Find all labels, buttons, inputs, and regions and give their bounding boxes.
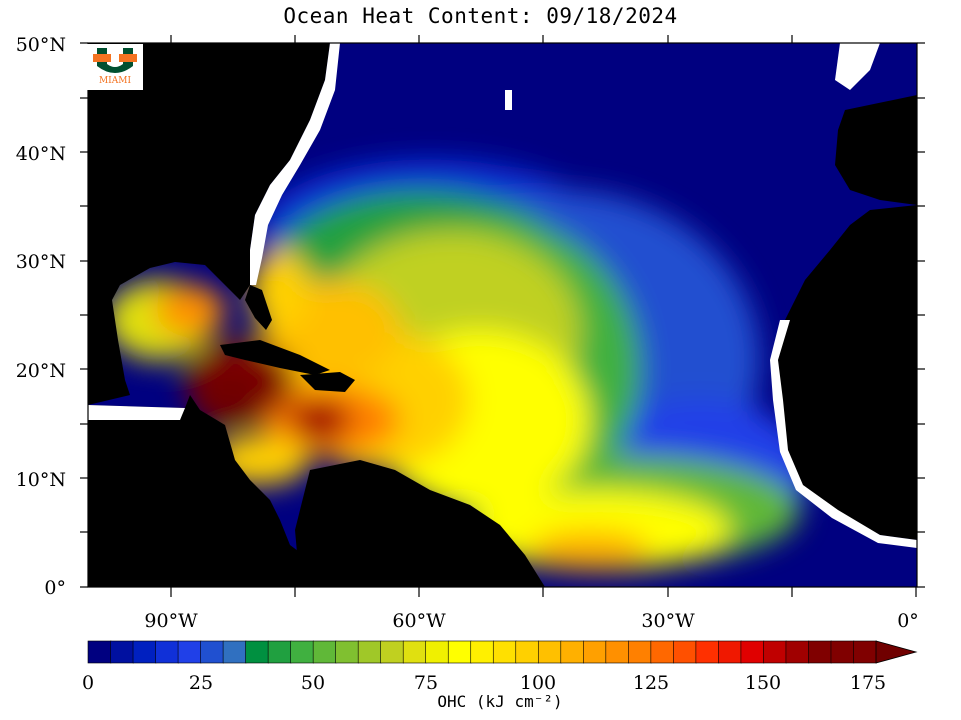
- axis-ticks: [80, 35, 925, 597]
- colorbar-segment: [718, 640, 742, 664]
- colorbar-segment: [853, 640, 877, 664]
- ohc-field: [105, 160, 810, 570]
- x-tick-label: 0°: [897, 610, 919, 632]
- x-tick-label: 90°W: [144, 610, 198, 632]
- colorbar-segment: [110, 640, 134, 664]
- colorbar-segment: [402, 640, 427, 664]
- colorbar-segment: [357, 640, 382, 664]
- colorbar-tick-label: 25: [189, 672, 213, 694]
- colorbar-segment: [155, 640, 179, 664]
- y-tick-label: 40°N: [16, 143, 66, 165]
- colorbar-segment: [222, 640, 247, 664]
- logo-text: MIAMI: [98, 76, 132, 86]
- colorbar-segment: [312, 640, 337, 664]
- colorbar-segment: [830, 640, 855, 664]
- colorbar-extend-arrow: [875, 640, 918, 664]
- coastal-mask: [88, 43, 917, 548]
- land: [88, 43, 917, 587]
- colorbar-segment: [605, 640, 630, 664]
- colorbar-segment: [87, 640, 112, 664]
- colorbar-segment: [290, 640, 314, 664]
- miami-u-logo-icon: [93, 48, 137, 73]
- colorbar-tick-label: 75: [414, 672, 438, 694]
- colorbar-segment: [650, 640, 675, 664]
- colorbar-segment: [447, 640, 472, 664]
- colorbar-tick-label: 150: [745, 672, 781, 694]
- colorbar-segment: [763, 640, 787, 664]
- y-tick-label: 0°: [44, 577, 66, 599]
- x-axis-labels: 90°W 60°W 30°W 0°: [144, 610, 918, 632]
- colorbar-tick-label: 0: [82, 672, 94, 694]
- y-tick-label: 10°N: [16, 469, 66, 491]
- colorbar-segment: [808, 640, 832, 664]
- y-axis-labels: 0° 10°N 20°N 30°N 40°N 50°N: [16, 34, 66, 599]
- y-tick-label: 20°N: [16, 360, 66, 382]
- colorbar-segment: [695, 640, 720, 664]
- y-tick-label: 50°N: [16, 34, 66, 56]
- colorbar-segment: [740, 640, 765, 664]
- colorbar-segment: [785, 640, 810, 664]
- colorbar: [87, 640, 918, 664]
- colorbar-segment: [425, 640, 450, 664]
- colorbar-segment: [560, 640, 585, 664]
- colorbar-segment: [267, 640, 292, 664]
- miami-logo: MIAMI: [87, 44, 143, 90]
- colorbar-segment: [515, 640, 540, 664]
- colorbar-segment: [245, 640, 269, 664]
- y-tick-label: 30°N: [16, 251, 66, 273]
- x-tick-label: 30°W: [641, 610, 695, 632]
- colorbar-segment: [673, 640, 697, 664]
- colorbar-segment: [470, 640, 495, 664]
- colorbar-tick-label: 50: [301, 672, 325, 694]
- colorbar-segment: [200, 640, 224, 664]
- x-tick-label: 60°W: [392, 610, 446, 632]
- colorbar-tick-label: 100: [520, 672, 556, 694]
- colorbar-labels: 0 25 50 75 100 125 150 175: [82, 672, 886, 694]
- colorbar-tick-label: 175: [850, 672, 886, 694]
- colorbar-segment: [628, 640, 652, 664]
- colorbar-segment: [177, 640, 202, 664]
- colorbar-segment: [132, 640, 157, 664]
- colorbar-tick-label: 125: [633, 672, 669, 694]
- colorbar-segment: [492, 640, 517, 664]
- colorbar-label: OHC (kJ cm⁻²): [437, 692, 563, 711]
- colorbar-segment: [335, 640, 359, 664]
- map-title: Ocean Heat Content: 09/18/2024: [283, 4, 678, 28]
- colorbar-segment: [583, 640, 607, 664]
- colorbar-segment: [537, 640, 562, 664]
- colorbar-segment: [380, 640, 405, 664]
